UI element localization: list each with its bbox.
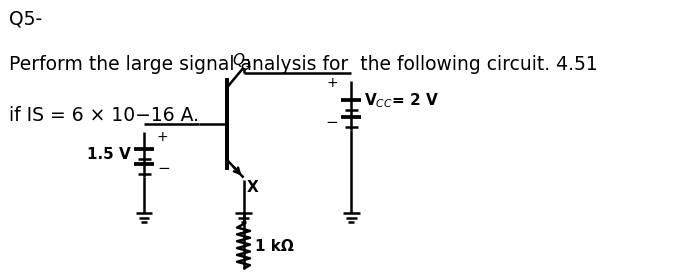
Text: Perform the large signal analysis for  the following circuit. 4.51: Perform the large signal analysis for th… (9, 55, 598, 74)
Text: X: X (246, 180, 258, 194)
Text: 1.5 V: 1.5 V (88, 147, 131, 162)
Text: +: + (157, 130, 169, 144)
Text: 1 kΩ: 1 kΩ (255, 239, 293, 254)
Text: +: + (327, 76, 338, 89)
Text: Q5-: Q5- (9, 10, 42, 29)
Text: −: − (157, 161, 169, 176)
Text: $Q_1$: $Q_1$ (232, 51, 251, 70)
Text: if IS = 6 × 10−16 A.: if IS = 6 × 10−16 A. (9, 106, 199, 125)
Text: −: − (326, 115, 338, 130)
Text: V$_{CC}$= 2 V: V$_{CC}$= 2 V (364, 91, 439, 110)
